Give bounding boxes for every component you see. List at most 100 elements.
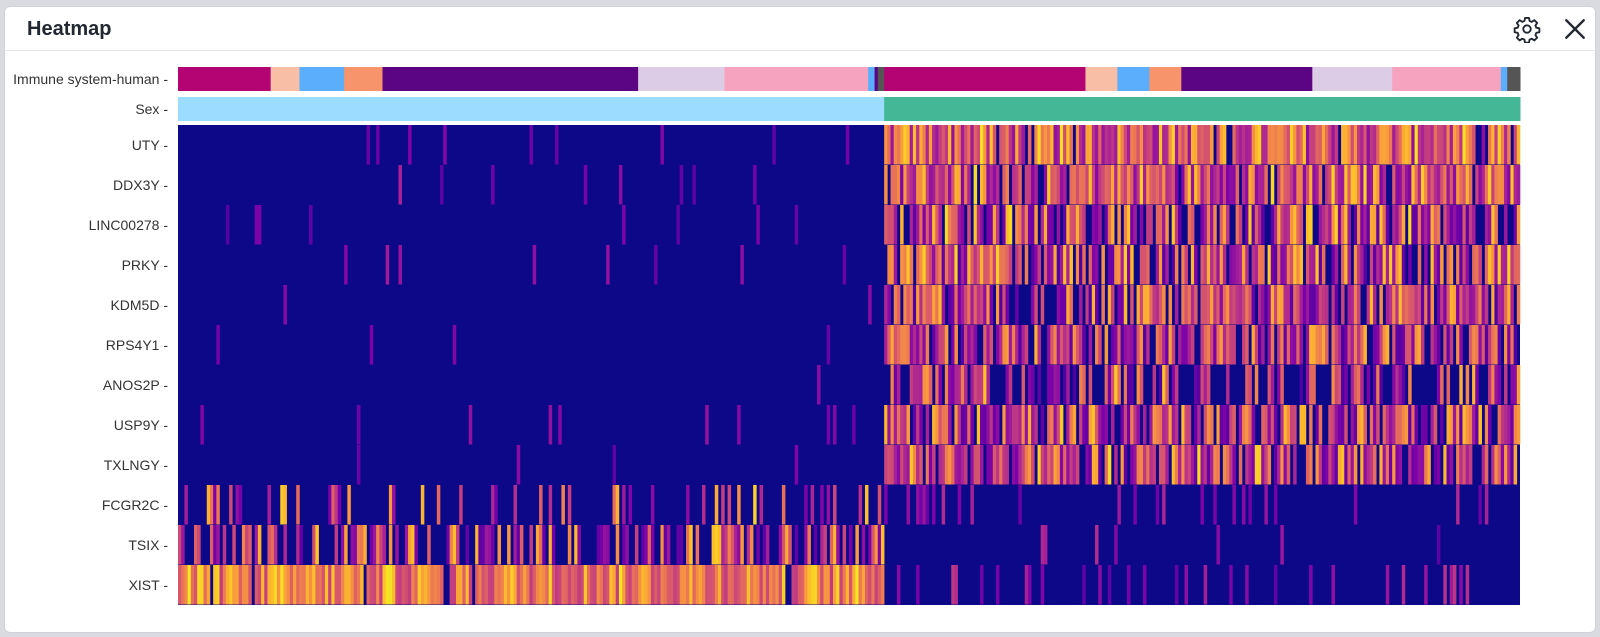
heatmap-cell	[756, 565, 760, 605]
heatmap-cell	[1107, 365, 1112, 405]
heatmap-cell	[1018, 405, 1022, 445]
heatmap-cell	[1034, 325, 1038, 365]
heatmap-cell	[1123, 325, 1128, 365]
heatmap-cell	[1059, 125, 1064, 165]
heatmap-cell	[1449, 125, 1454, 165]
heatmap-cell	[1155, 165, 1160, 205]
heatmap-cell	[948, 125, 952, 165]
heatmap-cell	[340, 565, 345, 605]
heatmap-cell	[1481, 325, 1486, 365]
heatmap-cell	[1459, 165, 1463, 205]
heatmap-cell	[737, 565, 741, 605]
heatmap-cell	[1360, 125, 1364, 165]
heatmap-cell	[1120, 285, 1125, 325]
heatmap-cell	[1005, 285, 1010, 325]
heatmap-cell	[1088, 245, 1093, 285]
heatmap-cell	[567, 485, 572, 525]
heatmap-cell	[606, 245, 610, 285]
heatmap-cell	[516, 525, 521, 565]
heatmap-cell	[864, 565, 869, 605]
heatmap-cell	[1328, 445, 1332, 485]
heatmap-cell	[1376, 325, 1380, 365]
heatmap-cell	[1488, 205, 1492, 245]
heatmap-cell	[957, 205, 962, 245]
heatmap-cell	[1181, 325, 1185, 365]
heatmap-cell	[922, 125, 926, 165]
heatmap-cell	[976, 445, 981, 485]
heatmap-cell	[781, 525, 786, 565]
heatmap-cell	[1376, 205, 1380, 245]
heatmap-cell	[1507, 445, 1511, 485]
heatmap-cell	[922, 365, 926, 405]
heatmap-cell	[893, 285, 898, 325]
heatmap-cell	[1344, 125, 1348, 165]
heatmap-cell	[964, 285, 968, 325]
heatmap-cell	[1353, 205, 1358, 245]
heatmap-cell	[983, 285, 987, 325]
heatmap-cell	[551, 565, 556, 605]
heatmap-cell	[1369, 285, 1374, 325]
heatmap-cell	[970, 285, 974, 325]
heatmap-cell	[1456, 325, 1460, 365]
heatmap-cell	[922, 485, 926, 525]
heatmap-cell	[1229, 445, 1233, 485]
heatmap-cell	[1162, 485, 1166, 525]
heatmap-cell	[1203, 245, 1208, 285]
heatmap-cell	[321, 565, 326, 605]
heatmap-cell	[596, 525, 601, 565]
heatmap-cell	[1066, 325, 1070, 365]
heatmap-cell	[1245, 365, 1249, 405]
heatmap-cell	[663, 525, 668, 565]
heatmap-cell	[1305, 125, 1310, 165]
track-label: Sex -	[135, 101, 168, 117]
heatmap-cell	[1066, 285, 1070, 325]
heatmap-cell	[1277, 285, 1281, 325]
heatmap-cell	[1353, 405, 1358, 445]
heatmap-cell	[884, 445, 888, 485]
heatmap-cell	[433, 565, 438, 605]
heatmap-cell	[1484, 205, 1489, 245]
heatmap-cell	[960, 205, 965, 245]
heatmap-cell	[1069, 445, 1073, 485]
heatmap-cell	[1347, 445, 1351, 485]
heatmap-cell	[1174, 245, 1179, 285]
heatmap-cell	[328, 485, 332, 525]
heatmap-cell	[1146, 245, 1150, 285]
heatmap-cell	[1085, 445, 1089, 485]
heatmap-cell	[1299, 405, 1304, 445]
heatmap-cell	[989, 165, 994, 205]
heatmap-cell	[1488, 325, 1492, 365]
heatmap-cell	[1280, 405, 1284, 445]
heatmap-cell	[1162, 285, 1166, 325]
heatmap-cell	[1449, 325, 1454, 365]
heatmap-cell	[1289, 245, 1294, 285]
heatmap-cell	[452, 525, 457, 565]
heatmap-cell	[1261, 285, 1265, 325]
heatmap-cell	[1111, 365, 1115, 405]
heatmap-cell	[1200, 445, 1204, 485]
heatmap-cell	[765, 565, 770, 605]
heatmap-cell	[1318, 245, 1323, 285]
heatmap-cell	[1194, 365, 1198, 405]
heatmap-cell	[1264, 405, 1268, 445]
heatmap-cell	[778, 565, 783, 605]
close-icon[interactable]	[1561, 15, 1589, 43]
heatmap-cell	[452, 325, 457, 365]
heatmap-cell	[1395, 325, 1399, 365]
heatmap-cell	[1034, 285, 1038, 325]
heatmap-cell	[1286, 325, 1291, 365]
heatmap-cell	[1491, 285, 1495, 325]
heatmap-cell	[932, 205, 936, 245]
heatmap-cell	[1232, 245, 1236, 285]
heatmap-cell	[513, 485, 517, 525]
heatmap-cell	[1235, 125, 1240, 165]
gear-icon[interactable]	[1513, 15, 1541, 43]
heatmap-cell	[1111, 405, 1115, 445]
heatmap-cell	[1162, 365, 1166, 405]
heatmap-cell	[1395, 445, 1399, 485]
heatmap-cell	[1497, 365, 1502, 405]
heatmap-cell	[1497, 325, 1502, 365]
heatmap-cell	[1280, 525, 1284, 565]
heatmap-cell	[935, 405, 939, 445]
heatmap-cell	[890, 325, 895, 365]
